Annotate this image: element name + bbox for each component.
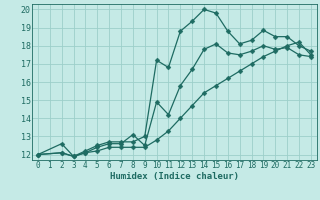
X-axis label: Humidex (Indice chaleur): Humidex (Indice chaleur) [110,172,239,181]
